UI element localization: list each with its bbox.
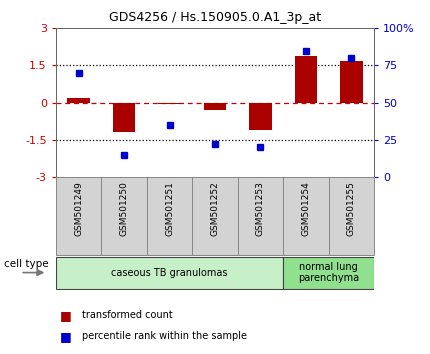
Text: GSM501253: GSM501253 (256, 181, 265, 236)
Bar (67, 98, 90, 103)
Bar (340, 61, 363, 103)
Text: caseous TB granulomas: caseous TB granulomas (111, 268, 228, 278)
Bar (329, 177, 374, 255)
Text: percentile rank within the sample: percentile rank within the sample (82, 331, 247, 341)
Text: GSM501254: GSM501254 (301, 181, 310, 236)
Text: ■: ■ (60, 309, 72, 321)
Bar (147, 177, 192, 255)
Text: normal lung
parenchyma: normal lung parenchyma (298, 262, 359, 284)
Text: transformed count: transformed count (82, 310, 172, 320)
Bar (158, 103, 181, 104)
Text: GSM501255: GSM501255 (347, 181, 356, 236)
Bar (192, 177, 238, 255)
Text: GSM501251: GSM501251 (165, 181, 174, 236)
Bar (295, 56, 317, 103)
Bar (113, 103, 135, 132)
Text: ■: ■ (60, 330, 72, 343)
Text: cell type: cell type (4, 259, 49, 269)
Bar (249, 103, 272, 130)
Text: GSM501252: GSM501252 (211, 181, 219, 236)
Text: GDS4256 / Hs.150905.0.A1_3p_at: GDS4256 / Hs.150905.0.A1_3p_at (109, 11, 321, 24)
Bar (204, 103, 226, 110)
Bar (283, 257, 374, 289)
Bar (56, 177, 101, 255)
Bar (238, 177, 283, 255)
Bar (283, 177, 329, 255)
Text: GSM501250: GSM501250 (120, 181, 129, 236)
Bar (56, 257, 283, 289)
Bar (101, 177, 147, 255)
Text: GSM501249: GSM501249 (74, 181, 83, 236)
